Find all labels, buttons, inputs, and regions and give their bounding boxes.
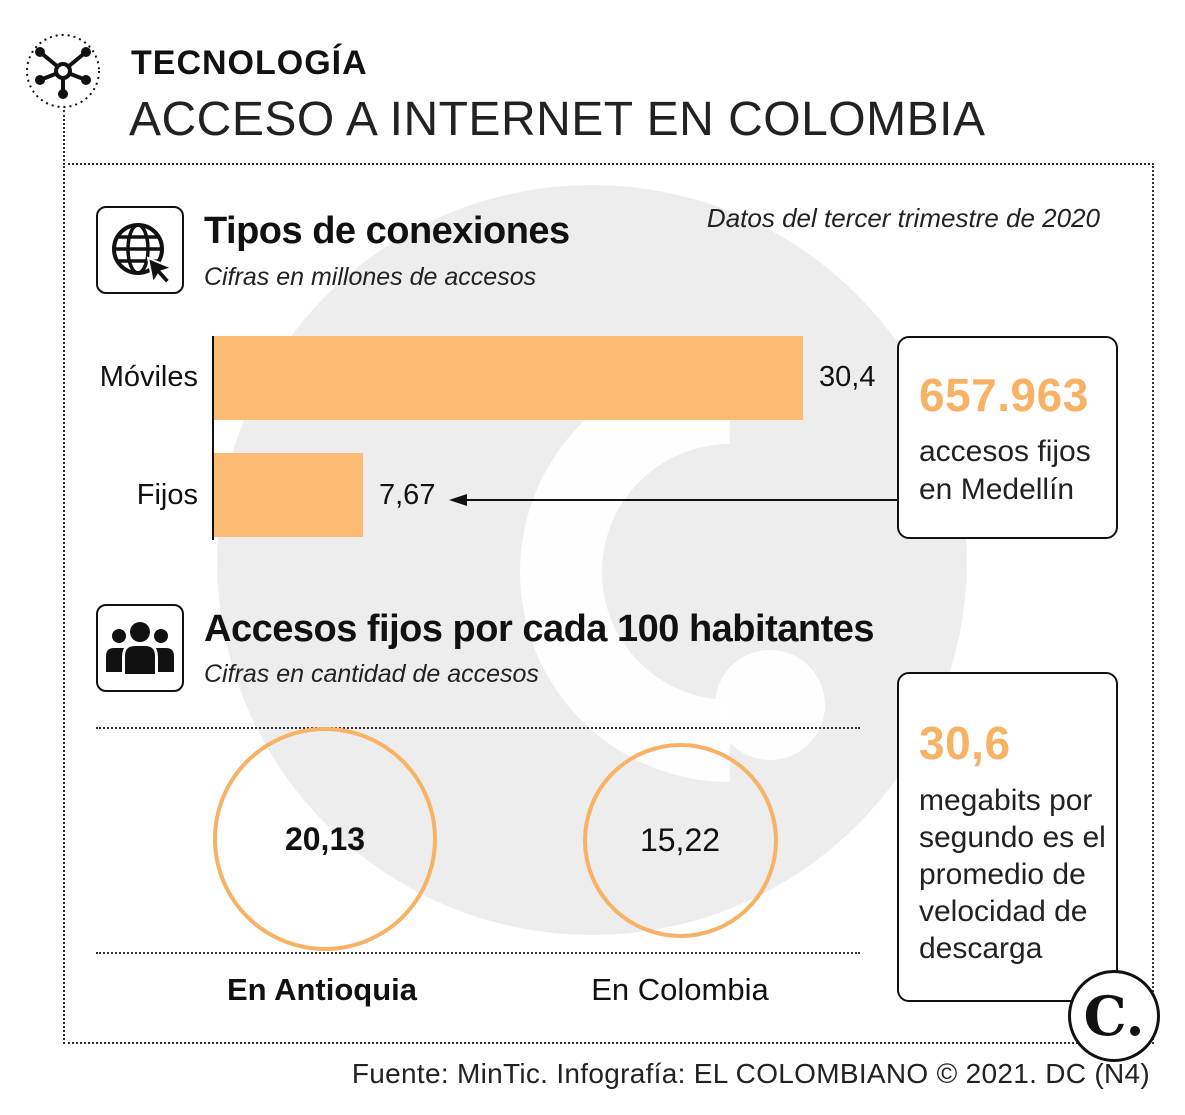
- bar-value-label-0: 30,4: [819, 361, 876, 393]
- speed-number: 30,6: [919, 717, 1011, 769]
- bubble-value-0: 20,13: [284, 820, 366, 857]
- divider-bottom: [96, 952, 860, 954]
- speed-text-3: promedio de: [919, 858, 1086, 891]
- page-title: ACCESO A INTERNET EN COLOMBIA: [129, 93, 986, 146]
- bar-axis: [212, 336, 214, 540]
- connections-title: Tipos de conexiones: [204, 210, 570, 252]
- bubble-category-label-1: En Colombia: [591, 972, 769, 1007]
- bubble-category-label-0: En Antioquia: [227, 972, 417, 1007]
- period-note: Datos del tercer trimestre de 2020: [706, 203, 1100, 233]
- brand-logo: C.: [1068, 970, 1160, 1062]
- divider-top: [96, 727, 860, 729]
- globe-cursor-icon: [96, 206, 184, 294]
- medellin-callout: 657.963 accesos fijos en Medellín: [897, 336, 1118, 539]
- medellin-number: 657.963: [919, 369, 1089, 421]
- bubble-colombia: 15,22: [582, 742, 778, 938]
- bar-category-label-0: Móviles: [99, 361, 198, 393]
- speed-text-2: segundo es el: [919, 821, 1106, 854]
- per100-title: Accesos fijos por cada 100 habitantes: [204, 608, 875, 650]
- medellin-text-1: accesos fijos: [919, 435, 1091, 468]
- speed-text-1: megabits por: [919, 784, 1093, 817]
- speed-text-4: velocidad de: [919, 895, 1088, 928]
- bar-value-label-1: 7,67: [379, 479, 436, 511]
- speed-callout: 30,6 megabits por segundo es el promedio…: [897, 672, 1118, 1002]
- per100-subtitle: Cifras en cantidad de accesos: [204, 660, 539, 688]
- medellin-text-2: en Medellín: [919, 473, 1075, 506]
- kicker: TECNOLOGÍA: [131, 44, 368, 82]
- speed-text-5: descarga: [919, 932, 1043, 965]
- connections-subtitle: Cifras en millones de accesos: [204, 263, 537, 291]
- bar-moviles: [214, 336, 803, 420]
- bar-category-label-1: Fijos: [136, 479, 198, 511]
- bar-fijos: [214, 453, 363, 537]
- connector-line: [63, 110, 65, 165]
- bubble-value-1: 15,22: [639, 821, 721, 858]
- content-frame: [63, 163, 1154, 1044]
- people-group-icon: [96, 604, 184, 692]
- source-note: Fuente: MinTic. Infografía: EL COLOMBIAN…: [351, 1058, 1150, 1089]
- network-icon: [26, 34, 100, 108]
- bubble-antioquia: 20,13: [213, 727, 437, 951]
- pointer-arrow: [449, 494, 900, 506]
